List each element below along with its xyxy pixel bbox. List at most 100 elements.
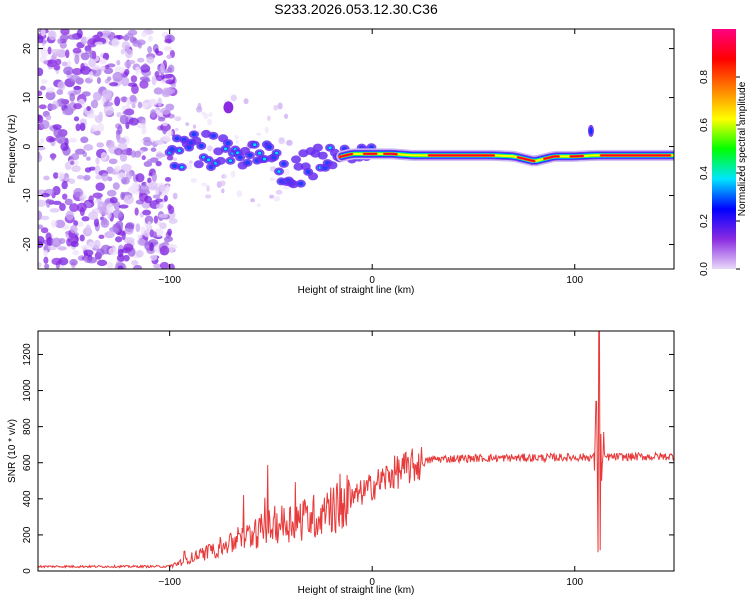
ridge-core bbox=[247, 153, 253, 158]
ridge-side-blob-core bbox=[589, 127, 593, 135]
figure-title: S233.2026.053.12.30.C36 bbox=[274, 1, 438, 17]
colorbar-tick-label: 0.8 bbox=[699, 70, 710, 84]
noise-speck bbox=[137, 41, 142, 49]
noise-speck bbox=[56, 89, 64, 96]
snr-plot-area bbox=[38, 331, 674, 571]
noise-speck bbox=[65, 210, 74, 221]
noise-speck bbox=[114, 236, 123, 243]
noise-speck bbox=[131, 260, 139, 266]
noise-speck bbox=[163, 68, 171, 74]
noise-speck bbox=[40, 215, 50, 221]
ridge-core bbox=[368, 145, 374, 150]
noise-speck bbox=[131, 182, 140, 190]
noise-speck bbox=[278, 138, 286, 145]
colorbar-tick-label: 0.6 bbox=[699, 118, 710, 132]
noise-speck bbox=[120, 48, 125, 55]
noise-speck bbox=[72, 249, 80, 256]
y-tick-label: 1200 bbox=[22, 343, 33, 366]
noise-speck bbox=[119, 114, 129, 125]
ridge-peak bbox=[206, 158, 211, 162]
noise-speck bbox=[63, 66, 74, 75]
noise-speck bbox=[130, 75, 138, 83]
noise-speck bbox=[80, 136, 89, 144]
noise-speck bbox=[172, 157, 178, 162]
noise-speck bbox=[62, 109, 74, 116]
noise-speck bbox=[108, 226, 119, 232]
noise-speck bbox=[73, 103, 82, 110]
noise-speck bbox=[61, 61, 68, 67]
noise-speck bbox=[125, 222, 135, 230]
noise-speck bbox=[275, 189, 283, 195]
noise-speck bbox=[69, 203, 79, 212]
noise-speck bbox=[38, 224, 44, 230]
noise-speck bbox=[67, 34, 79, 40]
noise-speck bbox=[167, 228, 172, 236]
noise-speck bbox=[38, 35, 44, 44]
noise-speck bbox=[107, 176, 113, 182]
noise-speck bbox=[151, 172, 157, 183]
noise-speck bbox=[154, 48, 159, 54]
noise-speck bbox=[97, 123, 105, 133]
noise-speck bbox=[134, 207, 139, 216]
noise-speck bbox=[152, 231, 158, 239]
noise-speck bbox=[103, 105, 114, 116]
noise-speck bbox=[141, 31, 148, 38]
noise-speck bbox=[76, 29, 83, 39]
spectrogram-frame bbox=[37, 28, 675, 270]
noise-speck bbox=[256, 203, 261, 207]
noise-speck bbox=[73, 85, 82, 90]
noise-speck bbox=[148, 100, 158, 107]
ridge-core bbox=[281, 161, 287, 167]
noise-speck bbox=[52, 200, 62, 206]
ridge-peak bbox=[228, 159, 233, 163]
noise-speck bbox=[106, 203, 114, 214]
noise-speck bbox=[117, 124, 123, 135]
noise-speck bbox=[38, 67, 44, 77]
noise-speck bbox=[38, 114, 44, 124]
noise-speck bbox=[141, 155, 146, 161]
noise-speck bbox=[57, 171, 65, 180]
noise-speck bbox=[208, 112, 213, 117]
noise-speck bbox=[120, 149, 132, 155]
noise-speck bbox=[60, 29, 70, 36]
ridge-halo bbox=[193, 160, 204, 169]
noise-speck bbox=[137, 57, 145, 63]
noise-speck bbox=[143, 229, 150, 238]
ridge-halo bbox=[288, 180, 299, 189]
noise-speck bbox=[106, 189, 117, 197]
noise-speck bbox=[152, 194, 161, 199]
noise-speck bbox=[120, 191, 126, 200]
noise-speck bbox=[164, 87, 176, 94]
noise-speck bbox=[135, 66, 140, 76]
noise-speck bbox=[38, 146, 46, 151]
noise-speck bbox=[39, 85, 46, 91]
noise-speck bbox=[46, 59, 57, 68]
noise-speck bbox=[185, 162, 193, 170]
noise-speck bbox=[207, 118, 213, 126]
y-tick-label: 400 bbox=[22, 490, 33, 507]
noise-speck bbox=[175, 127, 179, 132]
noise-speck bbox=[143, 140, 153, 147]
noise-speck bbox=[123, 194, 134, 205]
noise-speck bbox=[96, 142, 105, 148]
noise-speck bbox=[98, 111, 103, 121]
noise-speck bbox=[283, 185, 290, 190]
colorbar-tick-label: 0.4 bbox=[699, 166, 710, 180]
noise-speck bbox=[197, 102, 202, 110]
noise-speck bbox=[87, 241, 95, 250]
noise-speck bbox=[79, 234, 85, 242]
noise-speck bbox=[55, 133, 66, 144]
noise-speck bbox=[49, 208, 60, 213]
y-tick-label: 800 bbox=[22, 418, 33, 435]
noise-speck bbox=[93, 218, 100, 227]
noise-speck bbox=[38, 235, 45, 245]
noise-speck bbox=[142, 63, 149, 70]
noise-speck bbox=[71, 153, 80, 161]
noise-speck bbox=[159, 222, 167, 230]
noise-speck bbox=[185, 122, 190, 126]
noise-speck bbox=[111, 38, 120, 48]
noise-speck bbox=[125, 171, 133, 180]
ridge-core bbox=[298, 181, 304, 186]
noise-speck bbox=[89, 50, 95, 59]
noise-speck bbox=[277, 102, 283, 110]
